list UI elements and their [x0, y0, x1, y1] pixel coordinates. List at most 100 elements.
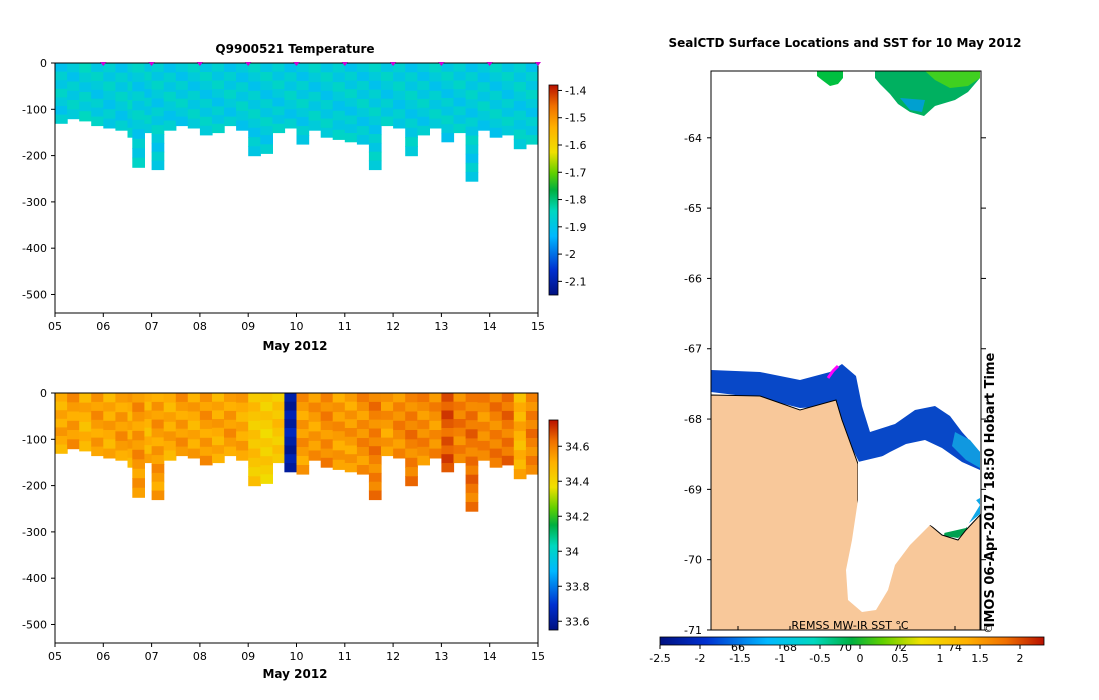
section-cell — [115, 63, 129, 74]
section-cell — [489, 100, 503, 110]
section-cell — [144, 419, 153, 429]
section-cell — [513, 129, 527, 140]
section-cell — [175, 410, 189, 421]
section-cell — [127, 90, 133, 101]
section-cell — [199, 116, 213, 127]
section-cell — [405, 420, 418, 431]
section-cell — [405, 90, 418, 101]
section-cell — [248, 439, 261, 450]
section-cell — [501, 393, 515, 403]
section-cell — [344, 115, 358, 125]
section-cell — [465, 465, 479, 476]
section-cell — [501, 80, 515, 91]
section-cell — [296, 402, 310, 412]
section-cell — [127, 457, 133, 468]
section-cell — [175, 63, 189, 73]
section-cell — [127, 118, 133, 129]
section-cell — [199, 419, 213, 430]
section-cell — [132, 440, 145, 451]
section-cell — [236, 402, 249, 413]
section-cell — [91, 410, 104, 421]
section-cell — [103, 402, 116, 413]
section-cell — [489, 118, 503, 129]
sst-colorbar-tick-label: -1 — [775, 652, 786, 665]
section-cell — [175, 428, 189, 439]
section-cell — [260, 90, 273, 100]
section-cell — [538, 101, 543, 111]
section-cell — [477, 110, 491, 122]
section-cell — [163, 82, 177, 93]
section-cell — [429, 81, 442, 92]
section-cell — [175, 393, 189, 403]
section-cell — [187, 393, 201, 403]
section-cell — [465, 153, 479, 164]
section-cell — [296, 135, 310, 145]
salinity-colorbar-ticks: 34.6 34.4 34.2 34 33.8 33.6 — [558, 440, 590, 628]
section-cell — [429, 411, 442, 422]
section-cell — [67, 411, 80, 422]
colorbar-tick-label: 34.4 — [565, 475, 590, 488]
section-cell — [284, 419, 298, 429]
section-cell — [453, 106, 467, 116]
sst-colorbar — [659, 636, 1045, 646]
x-tick-label: 14 — [483, 650, 497, 663]
section-cell — [284, 393, 298, 403]
section-cell — [417, 402, 430, 412]
section-cell — [441, 454, 455, 464]
section-cell — [175, 446, 189, 457]
section-cell — [224, 107, 237, 118]
section-cell — [465, 90, 479, 100]
section-cell — [441, 80, 455, 90]
profile-marker — [390, 62, 397, 66]
section-cell — [465, 135, 479, 146]
lat-tick-label: -67 — [684, 343, 702, 356]
section-cell — [248, 137, 261, 147]
section-cell — [368, 481, 382, 492]
section-cell — [236, 82, 249, 93]
section-cell — [453, 410, 467, 420]
section-cell — [199, 410, 213, 421]
section-cell — [79, 412, 92, 423]
section-cell — [163, 393, 177, 404]
y-tick-label: -200 — [22, 150, 47, 163]
section-cell — [144, 89, 153, 99]
section-cell — [453, 71, 467, 81]
section-cell — [55, 114, 68, 124]
section-cell — [393, 448, 406, 459]
section-cell — [132, 430, 145, 441]
section-cell — [144, 445, 153, 455]
section-cell — [163, 72, 177, 83]
section-cell — [368, 71, 382, 82]
section-cell — [525, 456, 538, 466]
section-cell — [538, 441, 543, 451]
section-cell — [199, 98, 213, 109]
section-cell — [465, 117, 479, 128]
section-cell — [248, 476, 261, 487]
section-cell — [248, 100, 261, 110]
section-cell — [417, 437, 430, 448]
section-cell — [344, 98, 358, 108]
section-cell — [513, 110, 527, 121]
section-cell — [284, 118, 298, 129]
section-cell — [332, 101, 346, 112]
section-cell — [55, 393, 68, 403]
section-cell — [405, 127, 418, 138]
colorbar-tick-label: 34 — [565, 545, 579, 558]
x-tick-label: 12 — [386, 650, 400, 663]
section-cell — [151, 134, 165, 144]
section-cell — [465, 411, 479, 421]
section-cell — [429, 63, 442, 73]
section-cell — [308, 421, 322, 432]
section-cell — [296, 420, 310, 430]
section-cell — [224, 428, 237, 439]
section-cell — [393, 72, 406, 83]
section-cell — [368, 472, 382, 483]
section-cell — [55, 106, 68, 116]
ice-shelf — [846, 452, 980, 612]
section-cell — [429, 439, 442, 450]
section-cell — [212, 89, 225, 99]
section-cell — [525, 117, 538, 127]
section-cell — [132, 487, 145, 498]
sst-patch-north-right-green — [925, 71, 980, 88]
map-title: SealCTD Surface Locations and SST for 10… — [668, 36, 1021, 50]
